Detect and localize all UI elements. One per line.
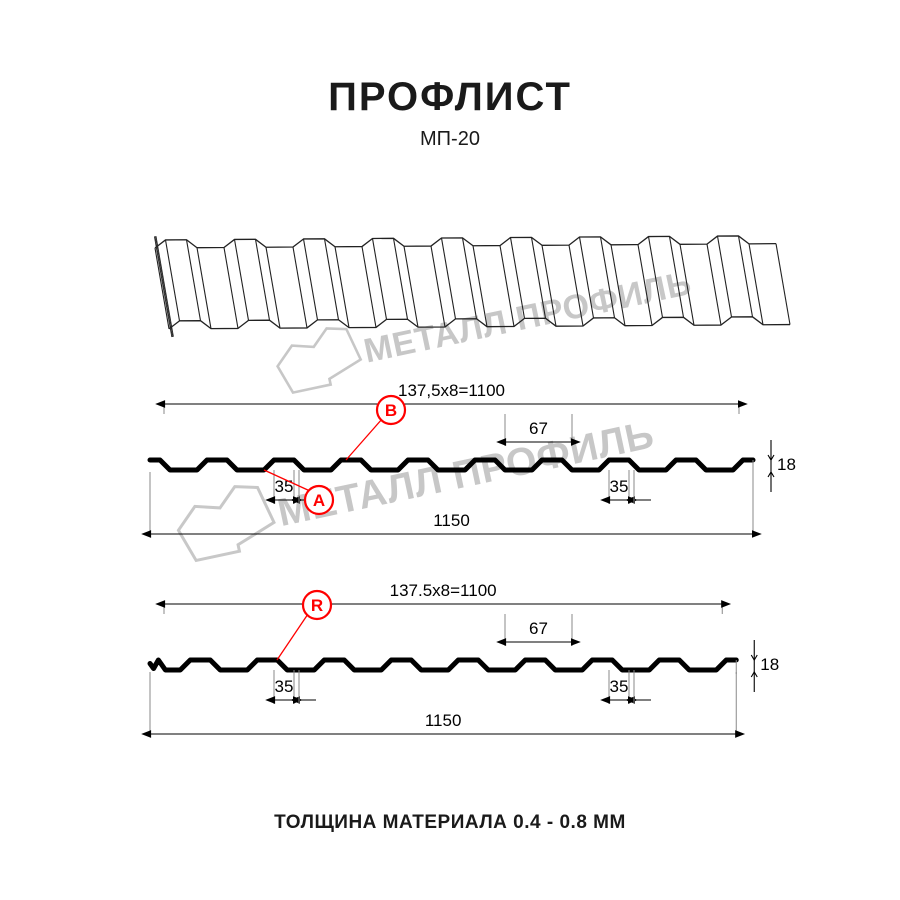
svg-text:B: B — [385, 401, 397, 420]
svg-text:137,5x8=1100: 137,5x8=1100 — [398, 381, 505, 400]
svg-text:35: 35 — [610, 477, 629, 496]
svg-text:1150: 1150 — [433, 511, 470, 530]
svg-text:137.5x8=1100: 137.5x8=1100 — [390, 581, 497, 600]
svg-text:1150: 1150 — [425, 711, 462, 730]
svg-text:35: 35 — [610, 677, 629, 696]
svg-text:35: 35 — [275, 477, 294, 496]
svg-text:18: 18 — [760, 655, 779, 674]
svg-text:67: 67 — [529, 619, 548, 638]
svg-text:A: A — [313, 491, 325, 510]
svg-text:67: 67 — [529, 419, 548, 438]
svg-text:18: 18 — [777, 455, 796, 474]
svg-text:35: 35 — [275, 677, 294, 696]
svg-text:R: R — [311, 596, 323, 615]
